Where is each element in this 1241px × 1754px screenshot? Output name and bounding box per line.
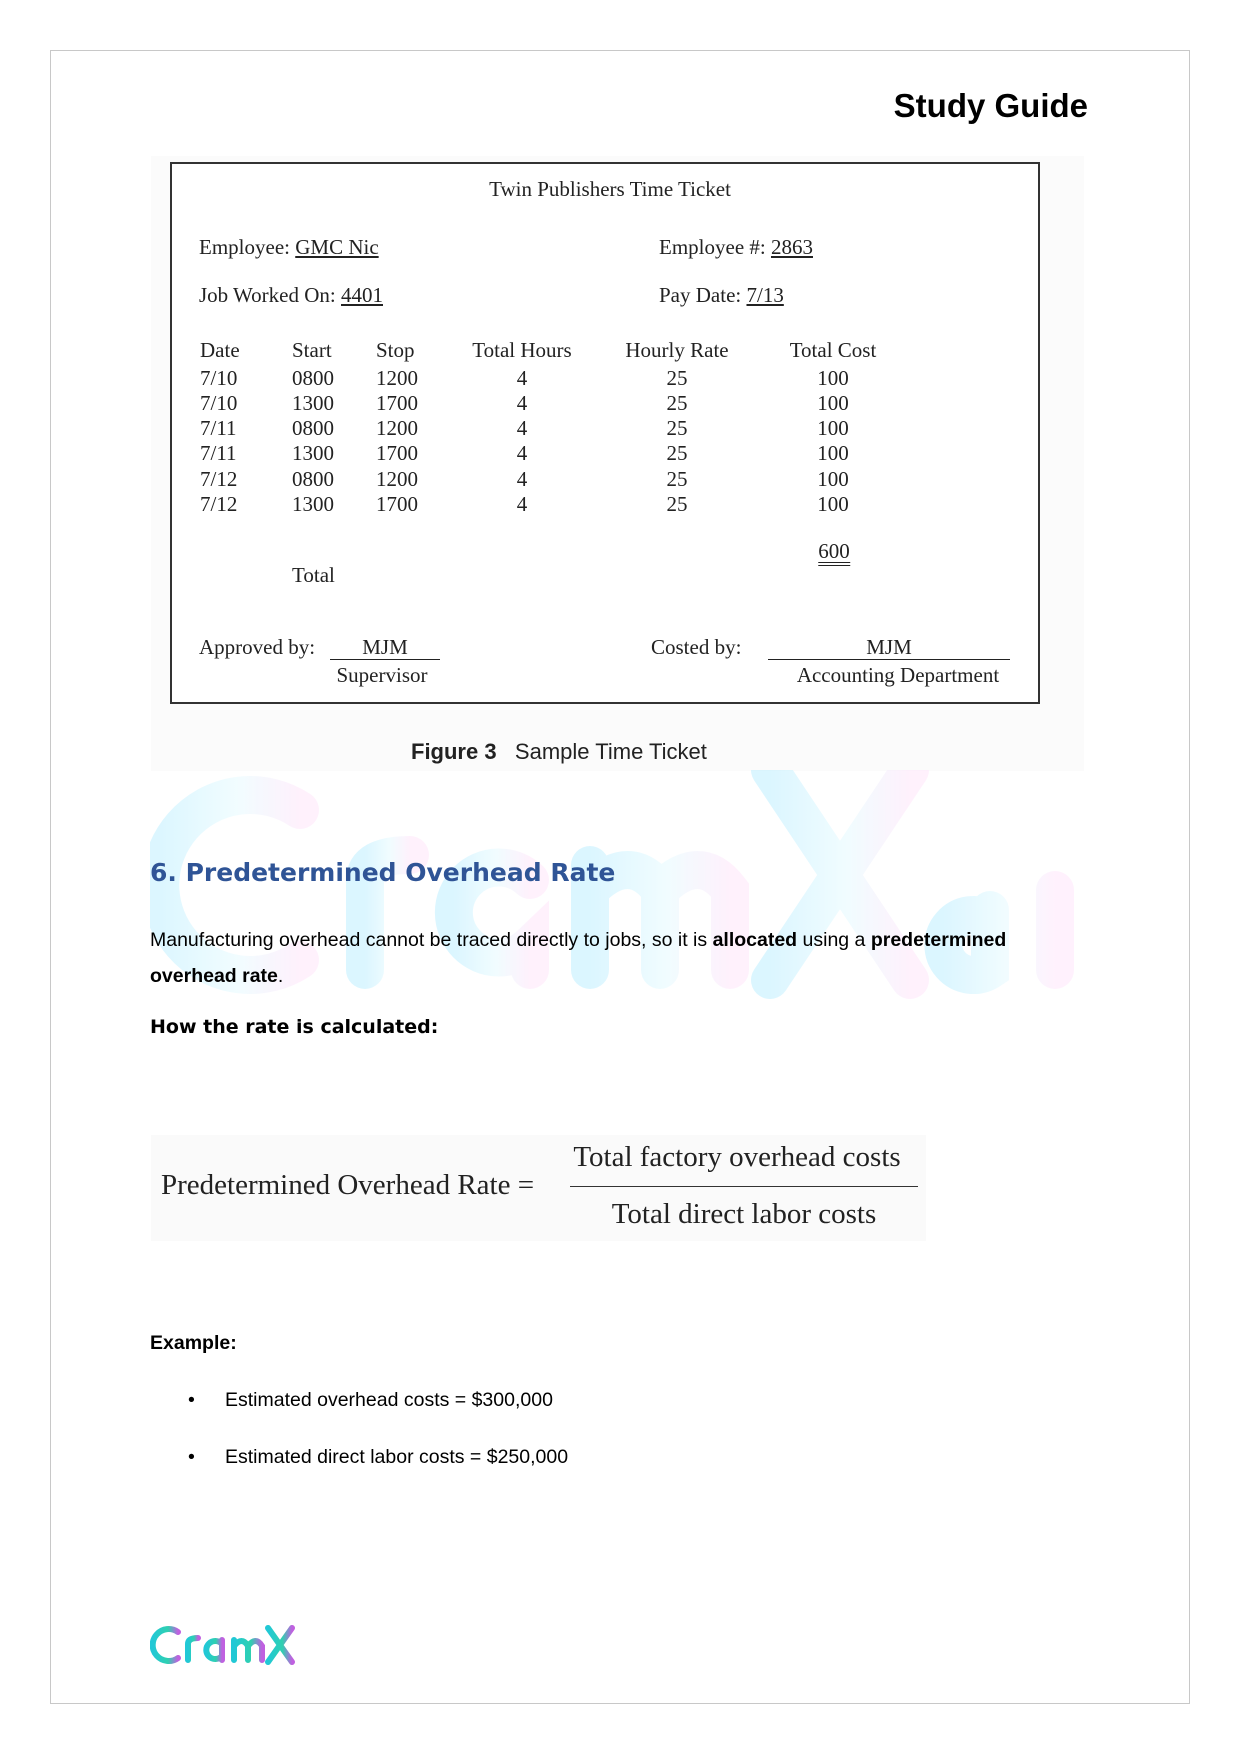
job-value: 4401 [341,283,383,307]
text: using a [797,929,871,951]
page-title: Study Guide [893,87,1088,124]
table-cell: 4 [516,492,528,516]
column-header: Date [200,338,240,362]
column-header: Stop [376,338,415,362]
watermark-shape [434,848,549,989]
table-cell: 0800 [292,416,334,440]
bold-text: predetermined [870,929,1007,951]
formula-image [151,1135,926,1241]
page-border [50,50,1190,1704]
cramx-logo [150,1625,295,1665]
table-cell: 7/12 [200,492,238,516]
table-cell: 0800 [292,467,334,491]
table-cell: 25 [666,416,688,440]
text: . [277,965,284,987]
employee-number-value: 2863 [770,235,813,259]
employee-number-label: Employee #: [659,235,766,259]
figure-caption: Figure 3 Sample Time Ticket [411,739,707,764]
table-cell: 7/12 [200,467,238,491]
section-heading: 6. Predetermined Overhead Rate [150,858,616,887]
bold-text: allocated [712,929,798,951]
pay-date-value: 7/13 [746,283,784,307]
figure-number: Figure 3 [411,739,497,764]
watermark-shape [571,846,749,989]
employee-field: Employee: GMC Nic [199,235,379,259]
approved-label: Approved by: [199,635,316,659]
formula-numerator: Total factory overhead costs [573,1141,901,1173]
figure-caption-text: Sample Time Ticket [514,739,707,764]
table-cell: 1300 [292,391,334,415]
total-value: 600 [818,540,850,566]
paragraph-line-2: overhead rate. [150,965,284,987]
employee-value: GMC Nic [295,235,379,259]
pay-date-field: Pay Date: 7/13 [659,283,784,307]
table-cell: 7/11 [200,441,237,465]
table-cell: 1300 [292,441,334,465]
bullet-icon: • [188,1446,195,1468]
approved-role: Supervisor [336,663,428,687]
table-cell: 7/11 [200,416,237,440]
paragraph-line-1: Manufacturing overhead cannot be traced … [150,929,1007,951]
table-cell: 25 [666,391,688,415]
table-cell: 4 [516,391,528,415]
table-cell: 100 [817,366,849,390]
column-header: Start [292,338,332,362]
job-field: Job Worked On: 4401 [199,283,383,307]
table-cell: 4 [516,441,528,465]
employee-label: Employee: [199,235,290,259]
watermark-shape [150,776,319,994]
table-cell: 1700 [376,492,418,516]
table-cell: 0800 [292,366,334,390]
how-calculated-heading: How the rate is calculated: [150,1016,439,1038]
table-cell: 4 [516,467,528,491]
job-label: Job Worked On: [199,283,336,307]
bullet-item: Estimated direct labor costs = $250,000 [225,1446,569,1468]
text: Manufacturing overhead cannot be traced … [150,929,713,951]
watermark-logo [150,770,1074,999]
formula-denominator: Total direct labor costs [611,1198,877,1230]
table-cell: 1300 [292,492,334,516]
table-cell: 25 [666,366,688,390]
watermark-shape [346,836,429,989]
total-label: Total [292,563,335,587]
table-cell: 25 [666,467,688,491]
table-cell: 100 [817,467,849,491]
table-cell: 7/10 [200,391,238,415]
table-cell: 100 [817,492,849,516]
employee-number-field: Employee #: 2863 [659,235,813,259]
pay-date-label: Pay Date: [659,283,742,307]
table-cell: 25 [666,492,688,516]
table-cell: 4 [516,416,528,440]
time-ticket [170,162,1040,704]
formula-lhs: Predetermined Overhead Rate = [161,1169,535,1201]
table-cell: 1700 [376,441,418,465]
ticket-title: Twin Publishers Time Ticket [489,177,731,201]
column-header: Total Hours [472,338,572,362]
approved-by: MJM [330,635,440,661]
table-cell: 100 [817,416,849,440]
table-cell: 7/10 [200,366,238,390]
watermark-shape [751,770,929,999]
table-cell: 1200 [376,416,418,440]
column-header: Total Cost [789,338,877,362]
bold-text: overhead rate [150,965,278,987]
table-cell: 4 [516,366,528,390]
column-header: Hourly Rate [625,338,729,362]
table-cell: 1200 [376,366,418,390]
bullet-icon: • [188,1389,195,1411]
table-cell: 100 [817,441,849,465]
costed-role: Accounting Department [796,663,1000,687]
example-heading: Example: [150,1332,237,1354]
table-cell: 25 [666,441,688,465]
table-cell: 1200 [376,467,418,491]
costed-by: MJM [768,635,1010,661]
table-cell: 1700 [376,391,418,415]
costed-label: Costed by: [651,635,742,659]
fraction-bar [570,1186,918,1187]
bullet-item: Estimated overhead costs = $300,000 [225,1389,553,1411]
table-cell: 100 [817,391,849,415]
watermark-shape [924,871,1074,994]
